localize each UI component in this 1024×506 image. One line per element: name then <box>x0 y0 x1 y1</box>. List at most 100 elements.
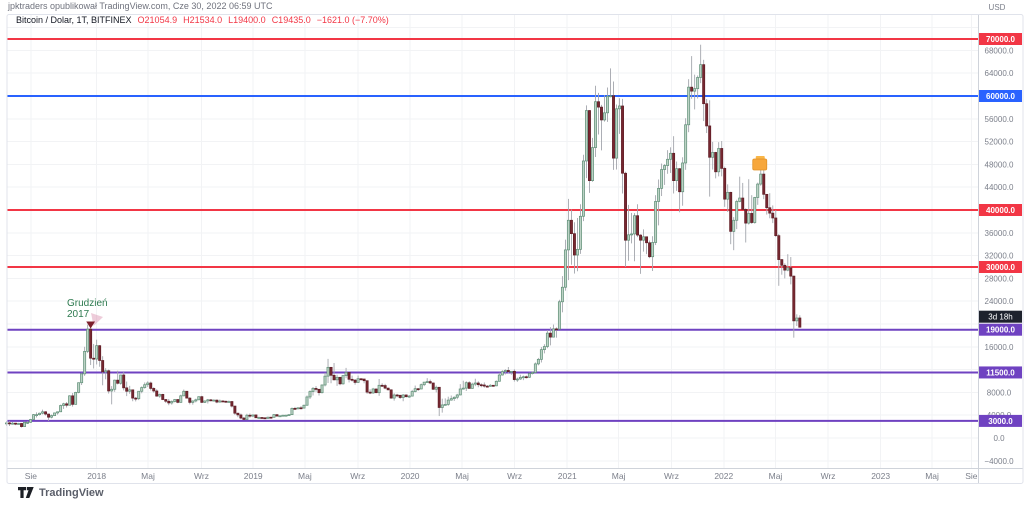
candle-body <box>203 400 207 403</box>
candle-body <box>654 201 658 243</box>
candle-body <box>726 191 730 200</box>
time-tick-label: Wrz <box>507 471 522 481</box>
price-level-badge-label: 40000.0 <box>986 206 1015 215</box>
price-tick-label: 52000.0 <box>985 138 1014 147</box>
annotation-arrow-icon[interactable] <box>86 321 96 329</box>
candle-body <box>783 264 787 271</box>
candle-body <box>488 384 492 387</box>
candle-body <box>356 378 360 383</box>
candle-body <box>636 215 640 236</box>
candle-body <box>401 394 405 398</box>
candle-body <box>71 395 75 405</box>
candle-body <box>560 286 564 303</box>
price-level-badge <box>979 204 1022 216</box>
candle-body <box>35 414 39 416</box>
candle-body <box>437 386 441 408</box>
candle-body <box>735 201 739 221</box>
candle-body <box>95 345 99 360</box>
candle-body <box>780 259 784 266</box>
candle-body <box>518 376 522 380</box>
candle-body <box>618 105 621 110</box>
annotation-text[interactable]: Grudzień 2017 <box>67 298 108 320</box>
candle-body <box>317 388 321 394</box>
candle-body <box>485 385 489 388</box>
candle-body <box>798 317 802 328</box>
candle-body <box>218 400 222 403</box>
candle-body <box>738 197 742 202</box>
candle-body <box>32 414 35 420</box>
candle-body <box>446 399 450 405</box>
candle-body <box>768 207 772 214</box>
candle-body <box>191 400 195 403</box>
time-tick-label: Maj <box>769 471 783 481</box>
candle-body <box>651 242 655 258</box>
candle-body <box>566 219 570 251</box>
candle-body <box>245 414 249 420</box>
orange-note-icon[interactable] <box>752 158 768 171</box>
candle-body <box>693 88 697 92</box>
candle-body <box>771 212 775 219</box>
candle-body <box>206 399 210 402</box>
candle-body <box>392 394 396 399</box>
candle-body <box>714 152 718 173</box>
candle-body <box>83 351 87 375</box>
tradingview-logo[interactable]: TradingView <box>18 487 104 499</box>
candle-body <box>684 124 688 164</box>
candle-body <box>44 411 48 415</box>
candle-body <box>332 374 336 381</box>
candle-body <box>164 399 168 402</box>
candle-body <box>494 380 498 387</box>
candle-body <box>642 236 646 241</box>
price-tick-label: 44000.0 <box>985 183 1014 192</box>
candle-body <box>221 400 225 403</box>
candle-body <box>344 372 348 376</box>
candle-body <box>194 399 198 402</box>
candle-body <box>368 391 372 394</box>
candle-body <box>119 374 123 384</box>
candle-body <box>17 423 20 425</box>
candle-body <box>251 414 255 417</box>
candle-body <box>777 235 781 260</box>
candle-body <box>182 390 186 397</box>
candle-body <box>741 197 745 210</box>
price-level-badge-label: 19000.0 <box>986 326 1015 335</box>
candle-body <box>275 414 279 417</box>
time-tick-label: 2018 <box>87 471 106 481</box>
candle-body <box>588 110 591 181</box>
time-tick-label: 2019 <box>244 471 263 481</box>
candle-body <box>140 387 144 392</box>
candle-body <box>497 374 501 382</box>
candle-body <box>23 421 26 427</box>
candle-body <box>65 403 69 406</box>
candle-body <box>311 388 315 392</box>
candle-body <box>786 267 790 271</box>
footer: TradingView <box>18 487 104 499</box>
candle-body <box>557 301 561 330</box>
candle-body <box>59 405 63 413</box>
candle-body <box>302 404 306 409</box>
candle-body <box>236 412 240 416</box>
candle-body <box>92 357 96 360</box>
candle-body <box>248 414 252 417</box>
candle-body <box>440 404 444 408</box>
candle-body <box>509 370 513 373</box>
candle-body <box>269 416 273 419</box>
candle-body <box>515 378 519 381</box>
candle-body <box>20 423 23 427</box>
candle-body <box>158 394 162 397</box>
candle-body <box>621 105 624 174</box>
candle-body <box>287 414 291 416</box>
countdown-label: 3d 18h <box>988 313 1012 322</box>
candle-body <box>323 375 327 386</box>
candle-body <box>296 407 300 410</box>
candle-body <box>563 249 567 288</box>
candle-body <box>512 370 516 380</box>
chart-border <box>6 14 1024 484</box>
candle-body <box>572 233 576 256</box>
candle-body <box>98 345 102 361</box>
candle-body <box>359 378 363 381</box>
candle-body <box>107 370 111 392</box>
candle-body <box>792 275 796 322</box>
candle-body <box>128 389 132 392</box>
